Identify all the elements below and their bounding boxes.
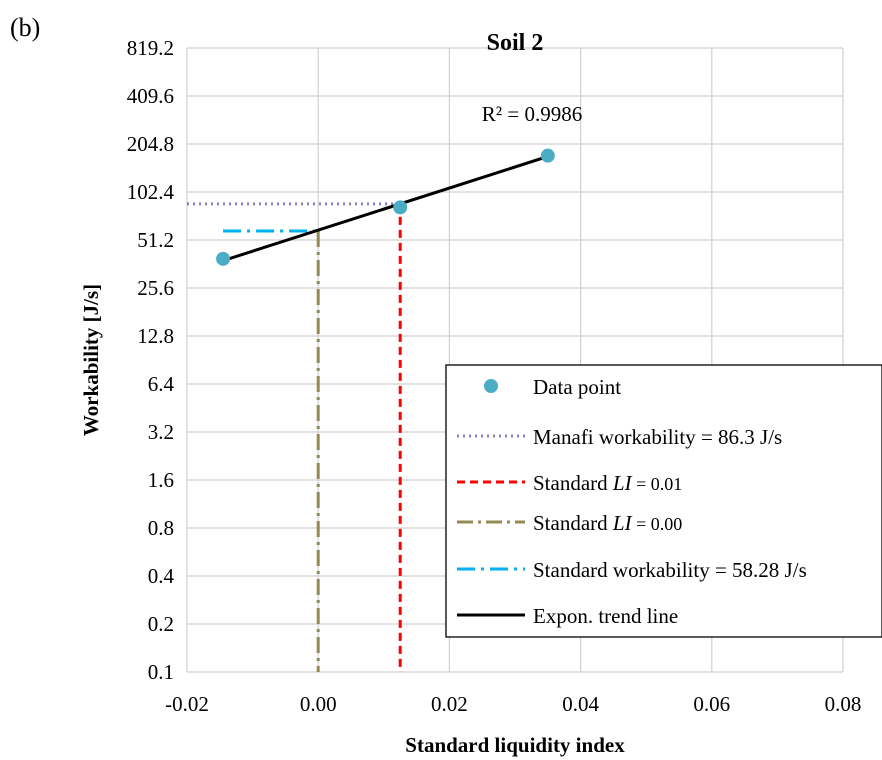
y-tick-label: 409.6 <box>127 84 174 108</box>
y-tick-label: 6.4 <box>148 372 175 396</box>
data-point <box>393 200 408 215</box>
y-tick-label: 1.6 <box>148 468 174 492</box>
legend-label-trend: Expon. trend line <box>533 604 678 628</box>
chart-title: Soil 2 <box>487 30 544 56</box>
legend-marker-data-point <box>484 379 498 393</box>
y-tick-label: 0.8 <box>148 516 174 540</box>
x-tick-label: 0.08 <box>825 692 862 716</box>
legend-label-manafi: Manafi workability = 86.3 J/s <box>533 425 782 449</box>
x-tick-label: 0.00 <box>300 692 337 716</box>
y-tick-label: 0.4 <box>148 564 175 588</box>
grid <box>186 47 844 673</box>
legend-li-000-label: Standard LI = 0.00 <box>533 511 682 535</box>
legend-label-standard-workability: Standard workability = 58.28 J/s <box>533 558 807 582</box>
data-point <box>540 148 555 163</box>
y-tick-label: 25.6 <box>137 276 174 300</box>
tick-labels: 0.1 0.2 0.4 0.8 1.6 3.2 6.4 12.8 25.6 51.2 102.4 20… <box>127 36 862 716</box>
x-tick-label: 0.04 <box>562 692 599 716</box>
y-tick-label: 204.8 <box>127 132 174 156</box>
x-axis-title: Standard liquidity index <box>405 733 625 757</box>
x-tick-label: 0.02 <box>431 692 468 716</box>
y-tick-label: 0.2 <box>148 612 174 636</box>
legend-li-001-label: Standard LI = 0.01 <box>533 471 682 495</box>
data-point <box>216 251 231 266</box>
y-tick-label: 0.1 <box>148 660 174 684</box>
series-layer <box>187 148 555 672</box>
y-axis-title: Workability [J/s] <box>79 284 103 436</box>
x-tick-label: -0.02 <box>165 692 209 716</box>
panel-label: (b) <box>10 13 40 42</box>
x-tick-label: 0.06 <box>693 692 730 716</box>
legend-box <box>445 364 882 638</box>
y-tick-label: 102.4 <box>127 180 175 204</box>
r-squared-annotation: R² = 0.9986 <box>482 102 582 126</box>
y-tick-label: 3.2 <box>148 420 174 444</box>
y-tick-label: 12.8 <box>137 324 174 348</box>
legend-label-data-point: Data point <box>533 375 621 399</box>
legend: Data point Manafi workability = 86.3 J/s S… <box>445 364 882 638</box>
y-tick-label: 51.2 <box>137 228 174 252</box>
y-tick-label: 819.2 <box>127 36 174 60</box>
trend-line <box>222 155 549 263</box>
